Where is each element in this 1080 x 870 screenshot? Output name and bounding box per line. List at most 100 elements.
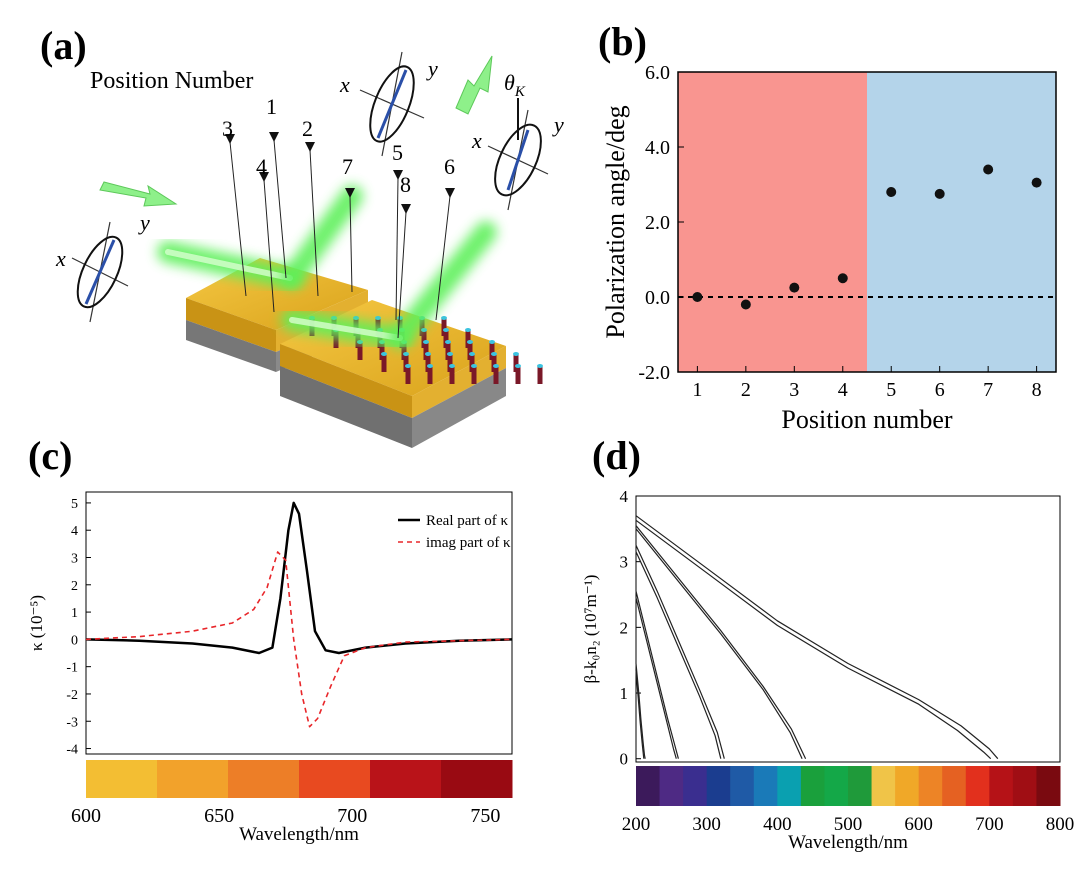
nanopillar-top bbox=[427, 364, 433, 368]
nanopillar-top bbox=[469, 352, 475, 356]
nanopillar-top bbox=[471, 364, 477, 368]
y-tick-label: 5 bbox=[71, 497, 78, 512]
y-tick-label: 0.0 bbox=[645, 287, 670, 309]
nanopillar bbox=[381, 354, 387, 372]
colorbar-segment bbox=[918, 766, 943, 806]
data-point bbox=[789, 282, 800, 293]
x-tick-label: 700 bbox=[337, 805, 367, 827]
position-pin-line bbox=[395, 177, 399, 321]
position-pin-line bbox=[397, 211, 407, 339]
colorbar-segment bbox=[965, 766, 990, 806]
dispersion-curve bbox=[635, 669, 645, 759]
y-tick-label: 6.0 bbox=[645, 62, 670, 84]
colorbar-segment bbox=[636, 766, 661, 806]
x-axis-label: Wavelength/nm bbox=[239, 824, 359, 845]
nanopillar bbox=[537, 366, 543, 384]
y-tick-label: 3 bbox=[620, 553, 629, 572]
data-point bbox=[983, 164, 994, 175]
dispersion-curve bbox=[635, 663, 646, 759]
nanopillar bbox=[401, 342, 407, 360]
panel-label-c: (c) bbox=[28, 433, 73, 478]
axis-x-label-2: x bbox=[339, 72, 350, 97]
position-number-label: 2 bbox=[302, 116, 313, 141]
position-pin-line bbox=[263, 179, 275, 313]
position-pin-line bbox=[229, 141, 247, 297]
region-band bbox=[867, 72, 1056, 372]
nanopillar-top bbox=[493, 364, 499, 368]
nanopillar bbox=[493, 366, 499, 384]
position-pin-head bbox=[305, 142, 315, 152]
x-tick-label: 4 bbox=[838, 379, 848, 401]
plot-frame bbox=[635, 495, 1061, 763]
x-axis-label: Wavelength/nm bbox=[788, 832, 908, 853]
nanopillar-top bbox=[515, 364, 521, 368]
nanopillar-top bbox=[375, 316, 381, 320]
data-point bbox=[1031, 177, 1042, 188]
y-tick-label: 3 bbox=[71, 552, 78, 567]
position-number-label: 4 bbox=[256, 154, 267, 179]
data-point bbox=[934, 188, 945, 199]
y-tick-label: -3 bbox=[66, 715, 78, 730]
position-pin-head bbox=[345, 188, 355, 198]
x-tick-label: 300 bbox=[692, 814, 721, 835]
nanopillar bbox=[405, 366, 411, 384]
position-pin-head bbox=[393, 170, 403, 180]
nanopillar bbox=[513, 354, 519, 372]
colorbar-segment bbox=[157, 760, 229, 798]
plot-frame bbox=[85, 491, 513, 755]
position-pin-line bbox=[273, 139, 287, 279]
colorbar-segment bbox=[895, 766, 920, 806]
x-tick-label: 650 bbox=[204, 805, 234, 827]
x-tick-label: 5 bbox=[886, 379, 896, 401]
nanopillar-top bbox=[405, 364, 411, 368]
nanopillar-top bbox=[421, 328, 427, 332]
nanopillar-top bbox=[441, 316, 447, 320]
nanopillar-top bbox=[489, 340, 495, 344]
x-tick-label: 7 bbox=[983, 379, 993, 401]
position-pin-head bbox=[225, 134, 235, 144]
dispersion-curve bbox=[635, 597, 677, 759]
nanopillar bbox=[333, 330, 339, 348]
nanopillar-top bbox=[465, 328, 471, 332]
position-pin-head bbox=[269, 132, 279, 142]
dispersion-curve bbox=[635, 528, 803, 759]
position-number-label: 6 bbox=[444, 154, 455, 179]
colorbar-segment bbox=[441, 760, 513, 798]
x-tick-label: 750 bbox=[470, 805, 500, 827]
x-tick-label: 500 bbox=[834, 814, 863, 835]
panel-label-d: (d) bbox=[592, 433, 641, 478]
colorbar-segment bbox=[800, 766, 825, 806]
axis-y-label-1: y bbox=[138, 210, 150, 235]
data-point bbox=[740, 299, 751, 310]
nanopillar bbox=[491, 354, 497, 372]
nanopillar bbox=[443, 330, 449, 348]
nanopillar-top bbox=[353, 316, 359, 320]
y-tick-label: 0 bbox=[71, 633, 78, 648]
series-line bbox=[85, 551, 513, 728]
nanopillar bbox=[471, 366, 477, 384]
y-axis-label: β-k₀n₂ (10⁷m⁻¹) bbox=[581, 575, 600, 684]
x-tick-label: 600 bbox=[904, 814, 933, 835]
y-tick-label: 4.0 bbox=[645, 137, 670, 159]
schematic-a: Position Number bbox=[55, 51, 564, 448]
x-tick-label: 600 bbox=[71, 805, 101, 827]
nanopillar-top bbox=[537, 364, 543, 368]
colorbar-segment bbox=[824, 766, 849, 806]
dispersion-curve bbox=[635, 545, 725, 759]
nanopillar bbox=[449, 366, 455, 384]
dispersion-curve bbox=[635, 515, 999, 760]
position-number-label: 8 bbox=[400, 172, 411, 197]
colorbar-segment bbox=[86, 760, 158, 798]
colorbar-segment bbox=[683, 766, 708, 806]
position-number-label: 5 bbox=[392, 140, 403, 165]
nanopillar bbox=[441, 318, 447, 336]
x-tick-label: 8 bbox=[1032, 379, 1042, 401]
position-number-label: 7 bbox=[342, 154, 353, 179]
colorbar-segment bbox=[370, 760, 442, 798]
y-tick-label: 4 bbox=[71, 524, 78, 539]
polarization-ellipse-out2: x y θK bbox=[471, 70, 564, 211]
position-pin-line bbox=[349, 195, 353, 293]
colorbar-segment bbox=[706, 766, 731, 806]
data-point bbox=[692, 292, 703, 302]
